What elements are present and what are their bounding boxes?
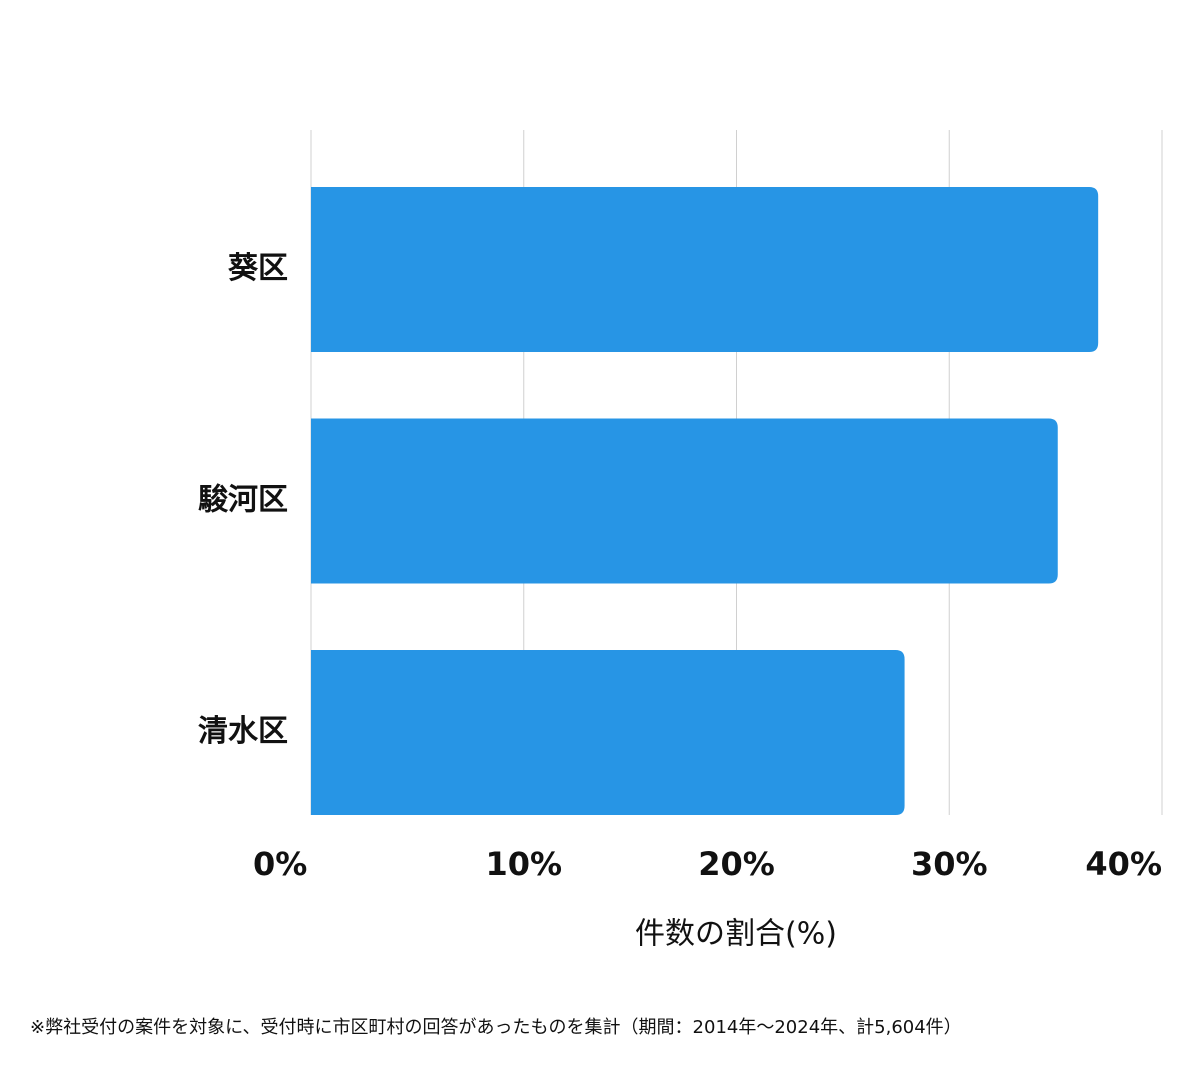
bar	[311, 418, 1058, 584]
x-axis-title: 件数の割合(%)	[635, 917, 837, 952]
footnote: ※弊社受付の案件を対象に、受付時に市区町村の回答があったものを集計（期間：201…	[30, 1017, 962, 1038]
x-tick-label: 0%	[253, 845, 307, 883]
x-tick-label: 10%	[485, 845, 562, 883]
y-tick-label: 清水区	[198, 714, 288, 749]
bar	[311, 187, 1099, 352]
y-tick-label: 駿河区	[198, 483, 288, 518]
y-tick-label: 葵区	[228, 251, 288, 286]
x-tick-label: 20%	[698, 845, 775, 883]
x-tick-label: 30%	[911, 845, 988, 883]
x-tick-label: 40%	[1085, 845, 1162, 883]
bar	[311, 650, 905, 815]
